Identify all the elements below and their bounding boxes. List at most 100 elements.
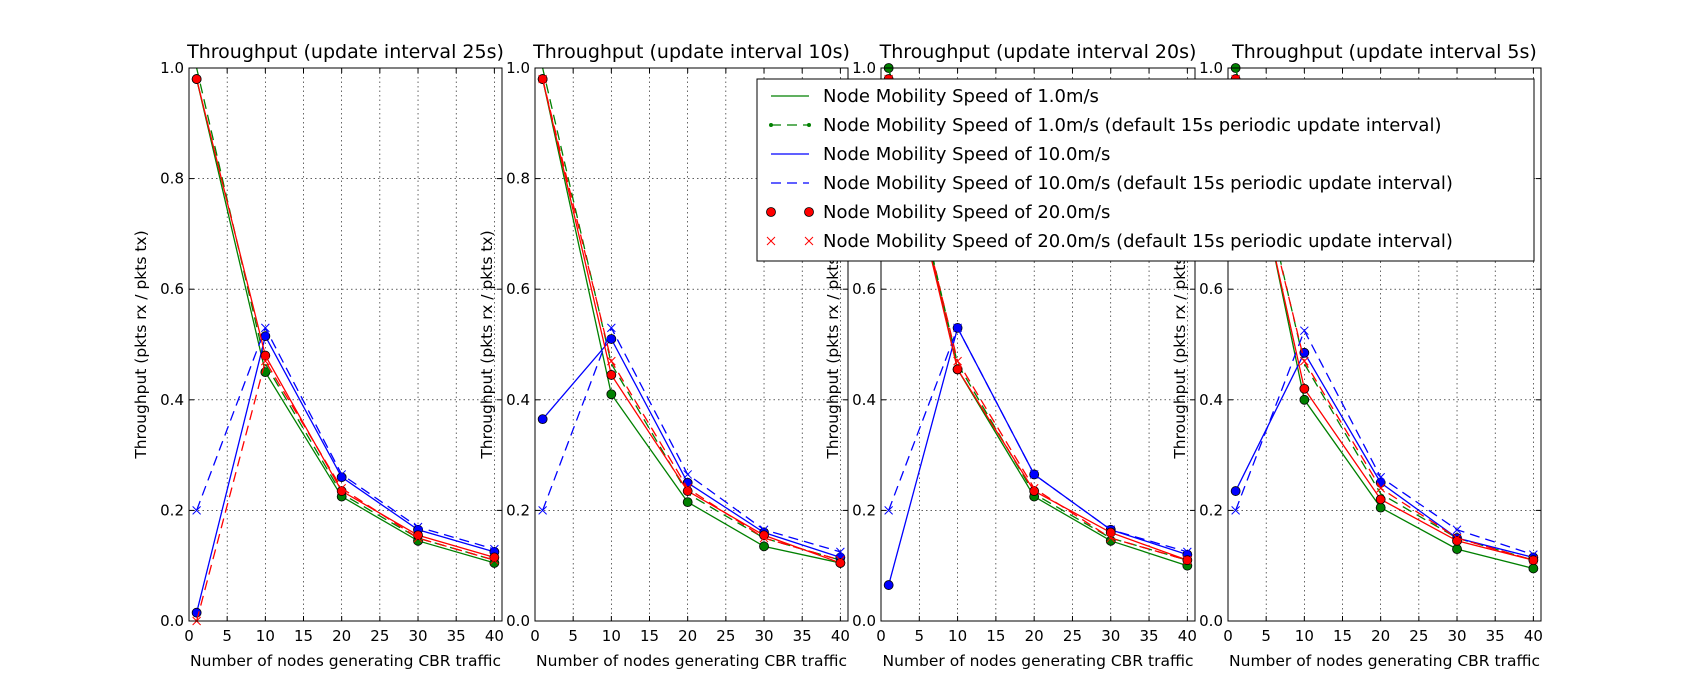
x-tick-label: 15 [640,627,659,645]
data-point [683,483,693,493]
x-tick-label: 20 [1025,627,1044,645]
x-tick-label: 40 [1524,627,1543,645]
y-tick-label: 0.8 [160,170,184,188]
data-point [1182,547,1192,557]
data-point [1375,502,1386,513]
data-point [413,522,423,532]
data-point [953,356,962,366]
data-point [260,350,271,361]
plot-frame [1227,67,1542,622]
x-axis-label: Number of nodes generating CBR traffic [1229,652,1540,670]
data-point [759,530,769,541]
x-tick-label: 10 [948,627,967,645]
x-tick-label: 0 [1223,627,1233,645]
legend-entry-label: Node Mobility Speed of 1.0m/s (default 1… [823,115,1441,136]
data-point [191,607,202,618]
data-point [759,533,769,543]
x-tick-label: 20 [332,627,351,645]
y-tick-label: 0.8 [506,170,530,188]
data-point [836,555,845,565]
y-tick-label: 0.0 [852,612,876,630]
data-point [606,323,616,333]
data-point [884,506,894,515]
x-tick-label: 35 [793,627,812,645]
data-point [759,541,769,552]
legend-entry-label: Node Mobility Speed of 20.0m/s (default … [823,231,1453,252]
x-tick-label: 20 [678,627,697,645]
y-tick-label: 1.0 [1199,59,1223,77]
x-tick-label: 15 [294,627,313,645]
data-point [1452,544,1462,555]
plot-frame [534,67,849,622]
data-point [883,580,894,590]
x-tick-label: 5 [915,627,925,645]
y-tick-label: 0.0 [160,612,184,630]
x-tick-label: 30 [1447,627,1466,645]
plot-frame [188,67,503,622]
x-tick-label: 30 [754,627,773,645]
data-point [490,544,499,554]
data-point [1029,470,1039,479]
x-tick-label: 40 [485,627,504,645]
legend-swatch-marker [807,123,811,127]
series-line-2 [1235,67,1534,561]
data-point [836,547,845,557]
x-tick-label: 10 [602,627,621,645]
data-point [1452,525,1462,535]
legend-entry-label: Node Mobility Speed of 10.0m/s [823,144,1110,165]
data-point [1231,506,1240,515]
y-tick-label: 0.2 [1199,501,1223,519]
x-tick-label: 30 [1101,627,1120,645]
data-point [1375,494,1386,505]
data-point [537,414,548,425]
y-tick-label: 0.6 [506,280,530,298]
data-point [538,74,547,84]
x-axis-label: Number of nodes generating CBR traffic [190,652,501,670]
x-axis-label: Number of nodes generating CBR traffic [536,652,847,670]
x-tick-label: 25 [1409,627,1428,645]
y-tick-label: 1.0 [852,59,876,77]
x-tick-label: 5 [222,627,232,645]
x-tick-label: 10 [256,627,275,645]
y-tick-label: 0.0 [506,612,530,630]
chart-title: Throughput (update interval 25s) [186,41,504,63]
x-tick-label: 30 [408,627,427,645]
chart-title: Throughput (update interval 20s) [879,41,1197,63]
x-tick-label: 5 [568,627,578,645]
legend-swatch-marker [766,207,776,217]
y-tick-label: 0.2 [160,501,184,519]
x-tick-label: 20 [1371,627,1390,645]
x-tick-label: 25 [370,627,389,645]
data-point [1029,486,1040,496]
data-point [538,506,547,515]
x-tick-label: 5 [1261,627,1271,645]
y-tick-label: 0.2 [852,501,876,519]
x-tick-label: 25 [716,627,735,645]
y-axis-label: Throughput (pkts rx / pkts tx) [824,230,842,459]
data-point [606,356,616,366]
data-point [260,356,270,366]
x-tick-label: 35 [1140,627,1159,645]
data-point [1376,472,1386,482]
data-point [1528,563,1539,574]
data-point [337,470,347,479]
data-point [952,364,963,375]
data-point [1299,356,1309,366]
data-point [413,533,423,543]
legend-entry-label: Node Mobility Speed of 1.0m/s [823,86,1099,107]
data-point [191,74,202,84]
x-axis-label: Number of nodes generating CBR traffic [883,652,1194,670]
data-point [1230,486,1241,496]
data-point [1029,483,1039,493]
y-tick-label: 0.6 [852,280,876,298]
plot-frame [880,67,1196,622]
x-tick-label: 0 [876,627,886,645]
data-point [682,497,693,508]
legend-swatch-marker [769,123,773,127]
y-tick-label: 0.4 [506,391,530,409]
chart-title: Throughput (update interval 10s) [532,41,850,63]
y-tick-label: 0.4 [852,391,876,409]
data-point [192,506,201,515]
legend: Node Mobility Speed of 1.0m/s Node Mobili… [756,78,1535,262]
